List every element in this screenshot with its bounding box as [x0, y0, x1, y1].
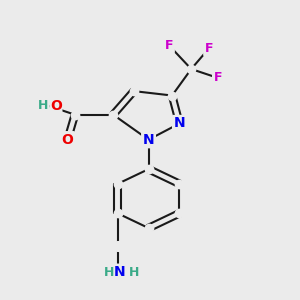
- Text: F: F: [165, 39, 173, 52]
- Text: F: F: [214, 71, 222, 84]
- Text: O: O: [61, 133, 74, 147]
- Text: O: O: [50, 99, 62, 113]
- Text: H: H: [129, 266, 139, 279]
- Text: H: H: [38, 99, 48, 112]
- Text: H: H: [103, 266, 114, 279]
- Text: N: N: [113, 265, 125, 279]
- Text: F: F: [205, 42, 213, 55]
- Text: N: N: [143, 133, 154, 147]
- Text: N: N: [174, 116, 185, 130]
